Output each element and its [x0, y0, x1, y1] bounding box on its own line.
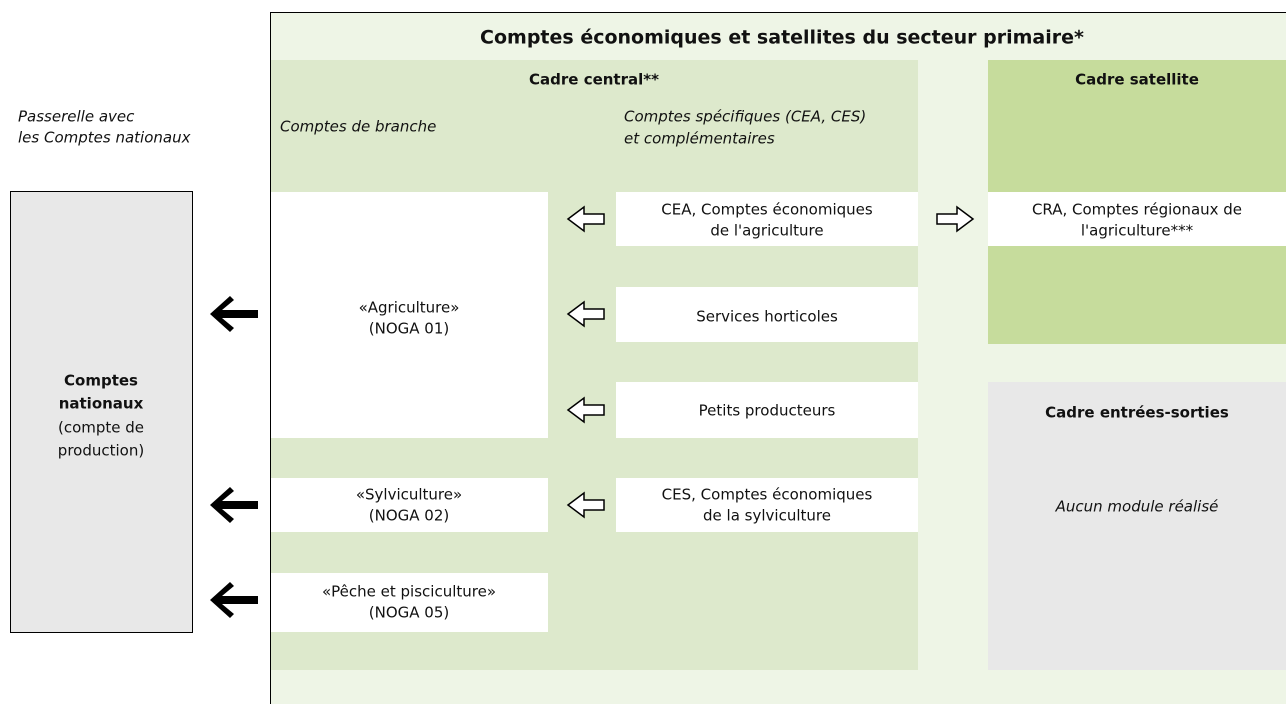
- arrow: [210, 487, 258, 523]
- gateway-text: les Comptes nationaux: [18, 129, 191, 147]
- branch-text: «Pêche et pisciculture»: [322, 583, 496, 601]
- title: Comptes économiques et satellites du sec…: [480, 27, 1084, 49]
- specific-text: Services horticoles: [696, 308, 838, 326]
- satellite-title: Cadre satellite: [1075, 71, 1199, 89]
- solid-arrows: [210, 296, 258, 618]
- branch-text: «Agriculture»: [359, 299, 460, 317]
- io-title: Cadre entrées-sorties: [1045, 404, 1229, 422]
- national-text: (compte de: [58, 419, 144, 437]
- gateway-text: Passerelle avec: [18, 108, 135, 126]
- arrow: [566, 300, 605, 328]
- specific-text: CEA, Comptes économiques: [661, 201, 873, 219]
- specific-box: [616, 287, 918, 342]
- branch-text: (NOGA 05): [369, 604, 449, 622]
- central-title: Cadre central**: [529, 71, 659, 89]
- national-box: [10, 191, 193, 633]
- branch-box: [271, 573, 548, 632]
- arrow: [936, 205, 975, 233]
- national-text: nationaux: [59, 395, 144, 413]
- branch-box: [271, 478, 548, 532]
- arrow: [210, 582, 258, 618]
- specific-heading: Comptes spécifiques (CEA, CES): [624, 108, 866, 126]
- boxes: [271, 192, 1286, 632]
- satellite-box: [988, 192, 1286, 246]
- satellite-text: l'agriculture***: [1081, 222, 1194, 240]
- satellite-text: CRA, Comptes régionaux de: [1032, 201, 1242, 219]
- io-note: Aucun module réalisé: [1055, 498, 1219, 516]
- national-text: Comptes: [64, 372, 138, 390]
- arrow: [210, 296, 258, 332]
- specific-text: Petits producteurs: [699, 402, 836, 420]
- arrow: [566, 396, 605, 424]
- branch-box: [271, 192, 548, 438]
- branch-text: «Sylviculture»: [356, 486, 462, 504]
- branch-heading: Comptes de branche: [280, 118, 436, 136]
- hollow-arrows: [566, 205, 975, 519]
- arrow: [566, 491, 605, 519]
- branch-text: (NOGA 01): [369, 320, 449, 338]
- io-frame: [988, 382, 1286, 670]
- national-text: production): [58, 442, 144, 460]
- specific-heading: et complémentaires: [624, 130, 775, 148]
- specific-text: de la sylviculture: [703, 507, 831, 525]
- arrow: [566, 205, 605, 233]
- specific-text: CES, Comptes économiques: [662, 486, 873, 504]
- specific-box: [616, 478, 918, 532]
- branch-text: (NOGA 02): [369, 507, 449, 525]
- specific-text: de l'agriculture: [710, 222, 823, 240]
- specific-box: [616, 192, 918, 246]
- specific-box: [616, 382, 918, 438]
